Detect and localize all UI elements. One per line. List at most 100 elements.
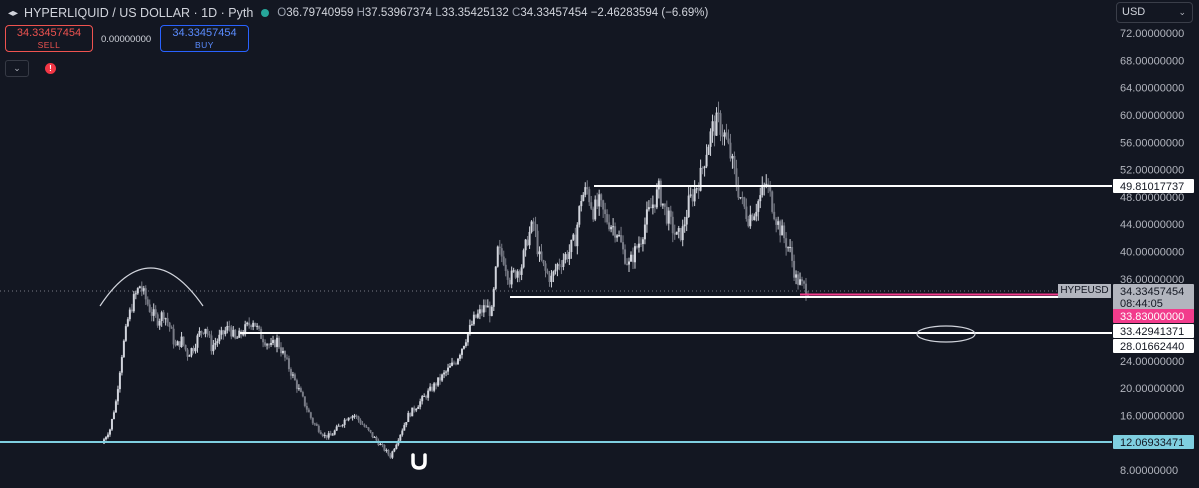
candle-body [206,328,209,335]
candle-body [413,407,416,411]
drawings-layer [0,185,1112,443]
chevron-down-icon: ⌄ [1178,7,1186,17]
candle-body [391,451,394,458]
price-tag-text: 49.81017737 [1120,181,1184,193]
chart-header: ◂▸ HYPERLIQUID / US DOLLAR · 1D · Pyth O… [8,5,708,21]
candle-body [580,201,583,207]
candle-body [337,425,340,427]
candle-body [715,112,718,136]
candle-body [769,185,772,192]
candle-body [297,388,300,390]
candle-body [128,309,131,320]
candle-body [222,330,225,335]
price-axis[interactable]: 72.00000000 68.00000000 64.00000000 60.0000… [1120,28,1184,477]
candle-body [108,429,111,435]
candle-body [148,304,151,312]
candle-body [218,334,221,342]
candle-body [389,454,392,458]
arc-drawing[interactable] [99,267,204,307]
candle-body [166,318,169,323]
candle-body [689,194,692,196]
candle-body [363,424,366,427]
candle-body [598,194,601,207]
candle-body [474,314,477,318]
candle-body [212,344,215,352]
candle-body [620,235,623,243]
candle-body [787,247,790,249]
candle-body [462,345,465,349]
price-tag-lower-level [1113,339,1194,353]
candle-body [303,396,306,406]
buy-button[interactable]: 34.33457454 BUY [160,25,249,52]
candle-body [122,340,125,358]
currency-select[interactable]: USD ⌄ [1116,2,1193,23]
candle-body [536,230,539,255]
candle-body [649,207,652,209]
candle-body [120,357,123,373]
candle-body [771,191,774,212]
candle-body [387,449,390,455]
sell-button[interactable]: 34.33457454 SELL [5,25,93,52]
candle-body [154,309,157,315]
candle-body [150,311,153,316]
candle-body [518,271,521,275]
candle-body [588,189,591,203]
candle-body [202,332,205,334]
candle-body [703,166,706,169]
candle-body [339,425,342,427]
candle-body [160,312,163,322]
candle-body [596,199,599,207]
price-tag-mid-support [1113,324,1194,338]
candle-body [709,131,712,147]
collapse-button[interactable]: ⌄ [5,60,29,77]
hyperliquid-logo-icon: ◂▸ [8,7,19,19]
candle-body [630,254,633,262]
exclamation-icon[interactable]: ! [45,63,56,74]
candle-body [759,195,762,202]
candle-body [717,112,720,114]
candle-body [564,254,567,260]
candle-body [643,224,646,240]
candle-body [733,155,736,169]
candle-body [112,412,115,420]
candle-body [637,243,640,248]
price-tag-text: 33.42941371 [1120,326,1184,338]
candle-body [361,423,364,425]
countdown-text: 08:44:05 [1120,298,1163,310]
candle-body [353,415,356,417]
candle-body [158,321,161,326]
candle-body [451,362,454,366]
candle-body [124,326,127,341]
candle-body [230,327,233,337]
candle-body [683,224,686,227]
candle-body [659,180,662,206]
candle-body [594,199,597,220]
candle-body [735,168,738,186]
candle-body [578,206,581,225]
sell-price: 34.33457454 [16,27,82,39]
candle-body [248,322,251,326]
price-tag-text: 34.33457454 [1120,286,1184,298]
candle-body [805,283,808,296]
candle-body [633,246,636,263]
candle-body [783,225,786,239]
symbol-title[interactable]: HYPERLIQUID / US DOLLAR · 1D · Pyth [24,6,254,20]
candle-body [270,342,273,345]
candle-body [574,234,577,247]
candle-body [238,330,241,338]
candle-body [156,314,159,326]
ellipse-drawing[interactable] [916,325,976,343]
candle-body [331,434,334,436]
candle-body [695,188,698,190]
buy-label: BUY [195,40,214,50]
price-tag-resistance [1113,179,1194,193]
candle-body [558,264,561,267]
candle-body [429,386,432,391]
candle-body [327,433,330,438]
candle-body [460,348,463,355]
candle-body [661,203,664,206]
candle-body [252,322,255,327]
candle-body [530,221,533,232]
candle-body [795,274,798,278]
